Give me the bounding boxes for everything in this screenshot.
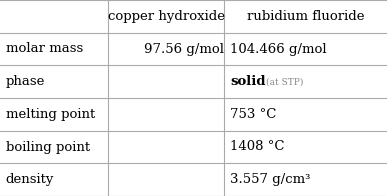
- Text: 1408 °C: 1408 °C: [230, 141, 285, 153]
- Text: rubidium fluoride: rubidium fluoride: [247, 10, 365, 23]
- Text: 753 °C: 753 °C: [230, 108, 277, 121]
- Text: (at STP): (at STP): [266, 77, 303, 86]
- Text: boiling point: boiling point: [6, 141, 90, 153]
- Text: density: density: [6, 173, 54, 186]
- Text: phase: phase: [6, 75, 45, 88]
- Text: copper hydroxide: copper hydroxide: [108, 10, 225, 23]
- Text: 104.466 g/mol: 104.466 g/mol: [230, 43, 327, 55]
- Text: solid: solid: [230, 75, 266, 88]
- Text: 97.56 g/mol: 97.56 g/mol: [144, 43, 224, 55]
- Text: 3.557 g/cm³: 3.557 g/cm³: [230, 173, 311, 186]
- Text: molar mass: molar mass: [6, 43, 83, 55]
- Text: melting point: melting point: [6, 108, 95, 121]
